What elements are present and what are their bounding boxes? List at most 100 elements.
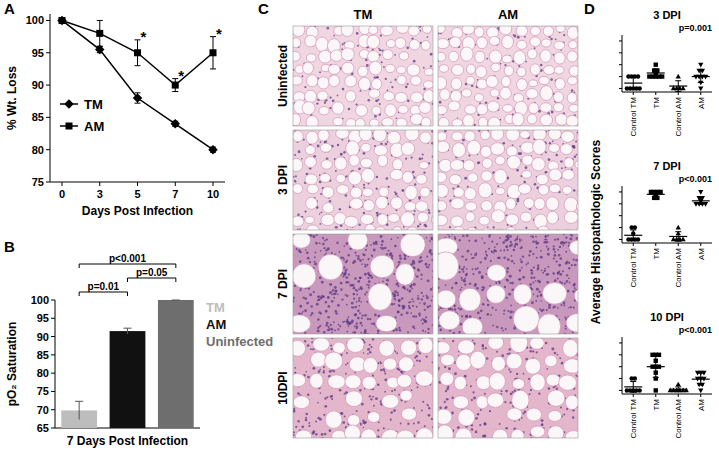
y-tick bbox=[46, 149, 50, 150]
nucleus bbox=[505, 245, 508, 248]
nucleus bbox=[310, 234, 313, 237]
y-tick bbox=[51, 336, 55, 337]
nucleus bbox=[314, 261, 316, 263]
nucleus bbox=[314, 252, 316, 254]
alveolus bbox=[568, 41, 577, 49]
alveolus bbox=[302, 102, 315, 115]
alveolus bbox=[423, 81, 433, 89]
nucleus bbox=[356, 301, 358, 303]
nucleus bbox=[386, 253, 388, 255]
alveolus bbox=[501, 76, 510, 87]
nucleus bbox=[574, 264, 577, 267]
nucleus bbox=[399, 255, 401, 257]
nucleus bbox=[331, 300, 334, 303]
nucleus bbox=[397, 311, 399, 313]
nucleus bbox=[317, 145, 320, 148]
alveolus bbox=[319, 50, 332, 63]
alveolus bbox=[449, 51, 459, 62]
nucleus bbox=[429, 249, 432, 252]
nucleus bbox=[358, 288, 360, 290]
alveolus bbox=[540, 103, 552, 113]
nucleus bbox=[466, 315, 469, 318]
nucleus bbox=[422, 330, 424, 332]
nucleus bbox=[574, 156, 577, 159]
alveolus bbox=[440, 89, 450, 100]
nucleus bbox=[428, 264, 430, 266]
x-tick bbox=[62, 182, 63, 186]
nucleus bbox=[333, 321, 335, 323]
alveolus bbox=[460, 47, 473, 61]
y-tick bbox=[46, 20, 50, 21]
nucleus bbox=[318, 299, 320, 301]
nucleus bbox=[357, 255, 359, 257]
alveolus bbox=[400, 234, 425, 257]
nucleus bbox=[427, 279, 430, 282]
nucleus bbox=[565, 251, 567, 253]
nucleus bbox=[333, 293, 335, 295]
nucleus bbox=[295, 175, 297, 177]
error-cap bbox=[97, 46, 103, 47]
alveolus bbox=[521, 142, 535, 153]
nucleus bbox=[349, 284, 352, 287]
nucleus bbox=[560, 304, 562, 306]
nucleus bbox=[418, 196, 421, 199]
nucleus bbox=[520, 246, 522, 248]
nucleus bbox=[421, 158, 423, 160]
alveolus bbox=[371, 79, 381, 90]
nucleus bbox=[359, 280, 361, 282]
nucleus bbox=[571, 89, 573, 91]
tissue bbox=[438, 130, 578, 230]
nucleus bbox=[545, 171, 547, 173]
nucleus bbox=[299, 289, 301, 291]
alveolus bbox=[377, 214, 388, 226]
nucleus bbox=[318, 311, 321, 314]
nucleus bbox=[546, 246, 548, 248]
nucleus bbox=[427, 332, 429, 334]
alveolus bbox=[553, 103, 563, 112]
alveolus bbox=[489, 36, 500, 45]
alveolus bbox=[372, 106, 381, 115]
nucleus bbox=[549, 142, 551, 144]
nucleus bbox=[416, 306, 418, 308]
alveolus bbox=[376, 196, 389, 209]
nucleus bbox=[332, 100, 335, 103]
y-tick bbox=[46, 182, 50, 183]
nucleus bbox=[510, 241, 512, 243]
y-tick bbox=[46, 52, 50, 53]
nucleus bbox=[337, 294, 339, 296]
nucleus bbox=[566, 280, 569, 283]
nucleus bbox=[411, 156, 413, 158]
alveolus bbox=[401, 142, 414, 155]
alveolus bbox=[344, 216, 358, 227]
nucleus bbox=[485, 101, 488, 104]
label: 80 bbox=[32, 144, 44, 156]
nucleus bbox=[303, 139, 305, 141]
point bbox=[59, 17, 66, 24]
nucleus bbox=[366, 301, 368, 303]
alveolus bbox=[293, 315, 311, 333]
image-border bbox=[438, 130, 578, 230]
alveolus bbox=[556, 26, 565, 32]
alveolus bbox=[438, 26, 445, 33]
nucleus bbox=[408, 301, 410, 303]
nucleus bbox=[545, 235, 548, 238]
nucleus bbox=[366, 64, 369, 67]
alveolus bbox=[316, 37, 329, 51]
alveolus bbox=[374, 227, 387, 230]
point bbox=[210, 49, 217, 56]
nucleus bbox=[363, 212, 365, 214]
nucleus bbox=[395, 328, 398, 331]
alveolus bbox=[405, 185, 418, 199]
nucleus bbox=[374, 314, 377, 317]
nucleus bbox=[575, 259, 578, 262]
alveolus bbox=[321, 214, 335, 225]
nucleus bbox=[363, 152, 366, 155]
nucleus bbox=[372, 323, 375, 326]
nucleus bbox=[486, 58, 488, 60]
nucleus bbox=[550, 38, 553, 41]
nucleus bbox=[334, 310, 337, 313]
nucleus bbox=[298, 249, 301, 252]
error-cap bbox=[135, 103, 141, 104]
nucleus bbox=[414, 327, 416, 329]
nucleus bbox=[540, 64, 543, 67]
